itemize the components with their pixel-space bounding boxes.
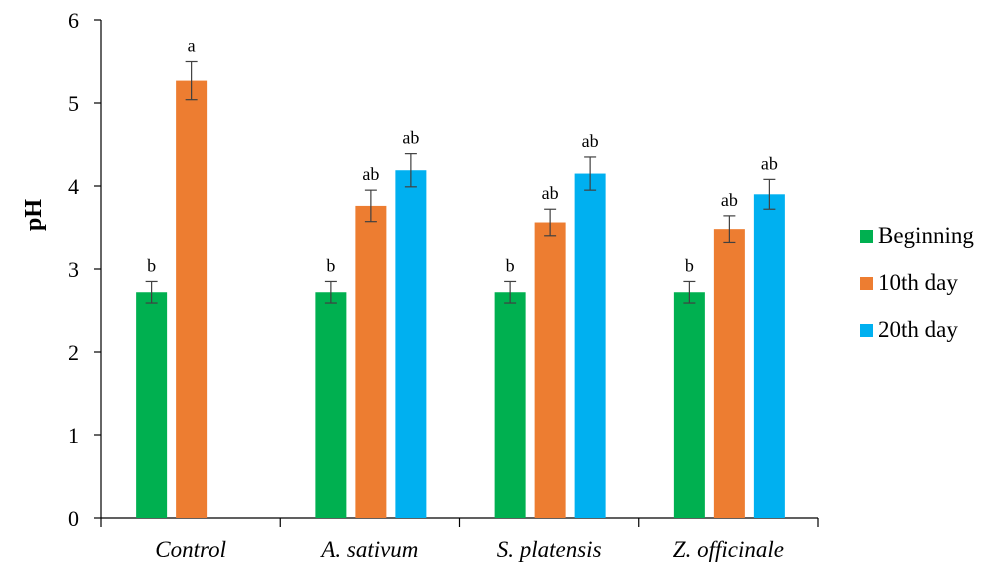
significance-label: b bbox=[147, 255, 156, 275]
significance-label: b bbox=[326, 255, 335, 275]
bar bbox=[395, 170, 427, 519]
legend-label: 10th day bbox=[878, 270, 958, 295]
bar bbox=[315, 292, 347, 518]
category-label: Z. officinale bbox=[673, 537, 784, 562]
significance-label: ab bbox=[362, 164, 379, 184]
category-label: Control bbox=[155, 537, 226, 562]
bar bbox=[355, 205, 387, 519]
legend-swatch bbox=[860, 230, 873, 243]
bar bbox=[713, 229, 745, 518]
legend-label: Beginning bbox=[878, 223, 974, 248]
significance-label: a bbox=[188, 36, 196, 56]
y-tick-label: 0 bbox=[68, 506, 79, 531]
bar bbox=[673, 292, 705, 518]
significance-label: ab bbox=[542, 183, 559, 203]
significance-label: ab bbox=[582, 131, 599, 151]
y-tick-label: 2 bbox=[68, 340, 79, 365]
y-tick-label: 4 bbox=[68, 174, 79, 199]
y-tick-label: 1 bbox=[68, 423, 79, 448]
bars bbox=[136, 80, 785, 519]
category-labels: Control A. sativum S. platensis Z. officina… bbox=[155, 537, 784, 562]
legend-swatch bbox=[860, 277, 873, 290]
bar bbox=[574, 173, 606, 519]
y-tick-labels: 0 1 2 3 4 5 6 bbox=[68, 8, 79, 531]
bar bbox=[494, 292, 526, 518]
bar bbox=[176, 80, 208, 518]
category-label: S. platensis bbox=[497, 537, 602, 562]
legend: Beginning 10th day 20th day bbox=[860, 223, 974, 342]
error-bars bbox=[145, 60, 776, 304]
category-label: A. sativum bbox=[319, 537, 418, 562]
y-tick-label: 5 bbox=[68, 91, 79, 116]
bar bbox=[534, 222, 566, 518]
significance-label: b bbox=[506, 255, 515, 275]
legend-label: 20th day bbox=[878, 317, 958, 342]
y-tick-label: 6 bbox=[68, 8, 79, 33]
significance-label: b bbox=[685, 255, 694, 275]
significance-label: ab bbox=[402, 128, 419, 148]
y-axis-label: pH bbox=[21, 199, 47, 231]
bar bbox=[753, 194, 785, 519]
significance-label: ab bbox=[721, 190, 738, 210]
y-tick-label: 3 bbox=[68, 257, 79, 282]
significance-label: ab bbox=[761, 153, 778, 173]
bar bbox=[136, 292, 168, 518]
legend-swatch bbox=[860, 324, 873, 337]
